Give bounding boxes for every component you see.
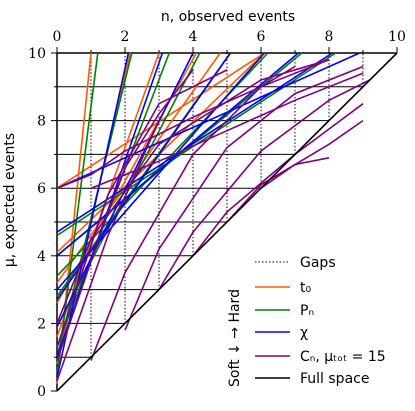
y-tick-label: 6 [37, 181, 46, 197]
series-line [56, 52, 164, 358]
y-axis-title: μ, expected events [2, 133, 18, 267]
legend: Gaps t₀ Pₙ χ Cₙ, μₜₒₜ = 15 Full space [255, 255, 386, 387]
ticks: 0 2 4 6 8 10 0 2 4 6 8 10 [28, 29, 406, 400]
legend-label: Cₙ, μₜₒₜ = 15 [300, 349, 386, 365]
series-lines [56, 52, 398, 392]
series-line [260, 157, 330, 189]
x-tick-label: 2 [121, 29, 130, 45]
x-tick-label: 4 [189, 29, 198, 45]
series-line [56, 52, 398, 392]
series-line [56, 69, 228, 348]
series-line [56, 52, 360, 189]
series-line [90, 72, 364, 189]
y-tick-label: 8 [37, 114, 46, 130]
series-line [56, 52, 99, 375]
x-tick-label: 0 [53, 29, 62, 45]
series-line [56, 59, 330, 189]
x-tick-label: 6 [257, 29, 266, 45]
series-line [56, 52, 266, 291]
x-tick-label: 10 [388, 29, 406, 45]
legend-label: Gaps [300, 255, 336, 271]
series-line [56, 59, 330, 324]
y-tick-label: 0 [37, 384, 46, 400]
series-line [90, 65, 296, 361]
series-line [192, 103, 364, 257]
legend-label: Full space [300, 371, 369, 387]
series-line [56, 69, 194, 361]
series-line [56, 52, 265, 189]
soft-hard-label: Soft ↓ → Hard [227, 289, 243, 387]
y-tick-label: 2 [37, 316, 46, 332]
y-tick-label: 4 [37, 249, 46, 265]
series-line [56, 120, 160, 382]
series-line [56, 52, 333, 233]
series-line [158, 79, 371, 291]
y-tick-label: 10 [28, 46, 46, 62]
x-tick-label: 8 [325, 29, 334, 45]
legend-label: t₀ [300, 280, 311, 296]
legend-label: χ [300, 325, 308, 341]
legend-label: Pₙ [300, 303, 314, 319]
x-axis-title: n, observed events [161, 9, 295, 25]
series-line [124, 65, 364, 331]
